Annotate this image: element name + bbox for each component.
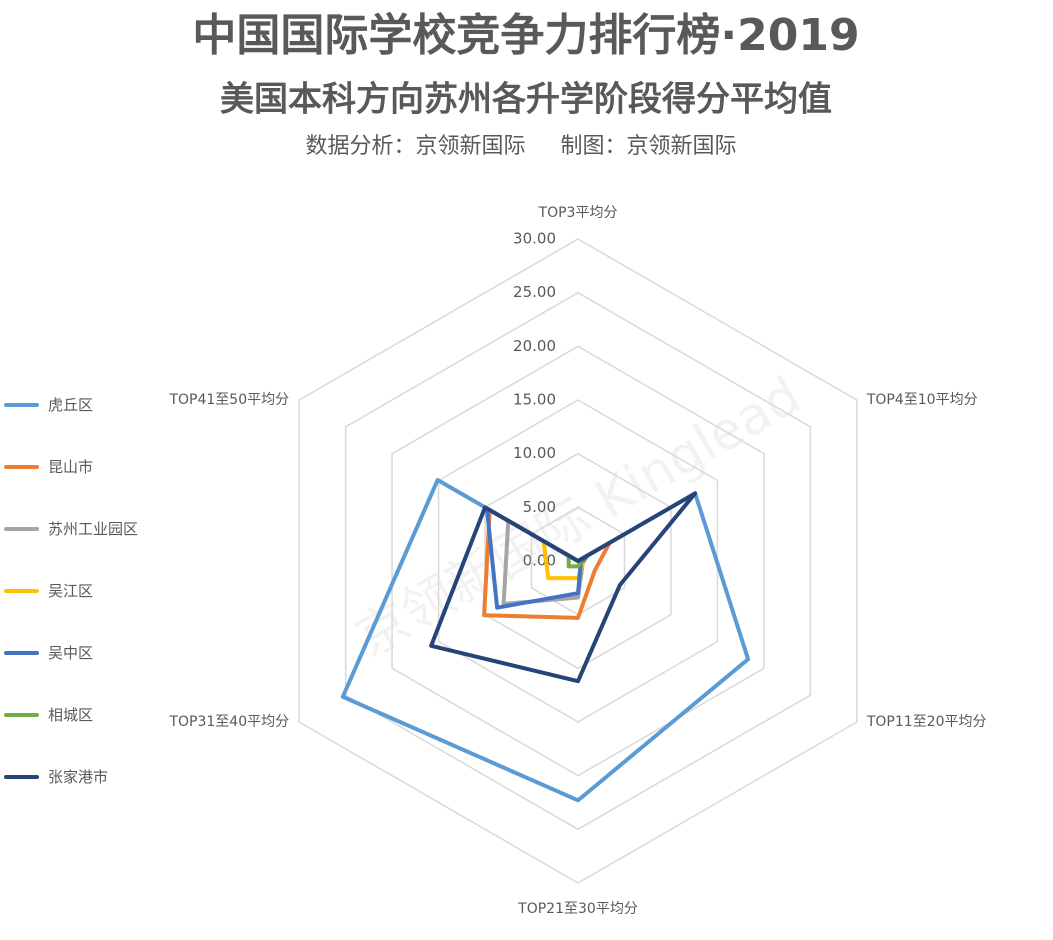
legend-swatch — [4, 465, 39, 469]
grid-ring — [391, 345, 765, 777]
legend-swatch — [4, 527, 39, 531]
legend-item: 张家港市 — [4, 766, 138, 788]
grid-ring — [298, 238, 858, 884]
legend-swatch — [4, 589, 39, 593]
axis-label: TOP41至50平均分 — [168, 392, 289, 408]
watermark: 京领新国际 Kinglead — [346, 366, 811, 669]
r-tick-label: 15.00 — [513, 391, 556, 409]
chart-subtitle: 美国本科方向苏州各升学阶段得分平均值 — [220, 80, 832, 120]
r-tick-label: 30.00 — [513, 230, 556, 248]
legend-label: 吴中区 — [48, 644, 94, 662]
r-tick-label: 5.00 — [523, 498, 556, 516]
legend-label: 相城区 — [48, 706, 94, 724]
chart-title: 中国国际学校竞争力排行榜·2019 — [192, 10, 859, 61]
legend-label: 昆山市 — [48, 458, 94, 476]
legend-swatch — [4, 775, 39, 779]
legend-swatch — [4, 713, 39, 717]
grid-ring — [344, 291, 812, 831]
r-tick-label: 0.00 — [523, 552, 556, 570]
legend-label: 虎丘区 — [48, 396, 94, 414]
credit: 数据分析：京领新国际 制图：京领新国际 — [306, 134, 737, 159]
r-tick-label: 25.00 — [513, 283, 556, 301]
legend-swatch — [4, 403, 39, 407]
legend-item: 昆山市 — [4, 456, 138, 478]
axis-label: TOP21至30平均分 — [517, 901, 638, 917]
legend-label: 吴江区 — [48, 582, 94, 600]
r-tick-label: 10.00 — [513, 444, 556, 462]
legend-item: 吴江区 — [4, 580, 138, 602]
r-tick-label: 20.00 — [513, 337, 556, 355]
legend-item: 虎丘区 — [4, 394, 138, 416]
legend-item: 吴中区 — [4, 642, 138, 664]
axis-label: TOP3平均分 — [538, 205, 618, 221]
legend-label: 苏州工业园区 — [48, 520, 139, 538]
legend-item: 苏州工业园区 — [4, 518, 138, 540]
legend-swatch — [4, 651, 39, 655]
legend-label: 张家港市 — [48, 768, 109, 786]
legend-item: 相城区 — [4, 704, 138, 726]
axis-label: TOP4至10平均分 — [866, 392, 978, 408]
series-line — [429, 491, 698, 684]
axis-label: TOP31至40平均分 — [168, 714, 289, 730]
axis-label: TOP11至20平均分 — [866, 714, 987, 730]
legend: 虎丘区昆山市苏州工业园区 吴江区吴中区相城区张家港市 — [4, 394, 138, 788]
